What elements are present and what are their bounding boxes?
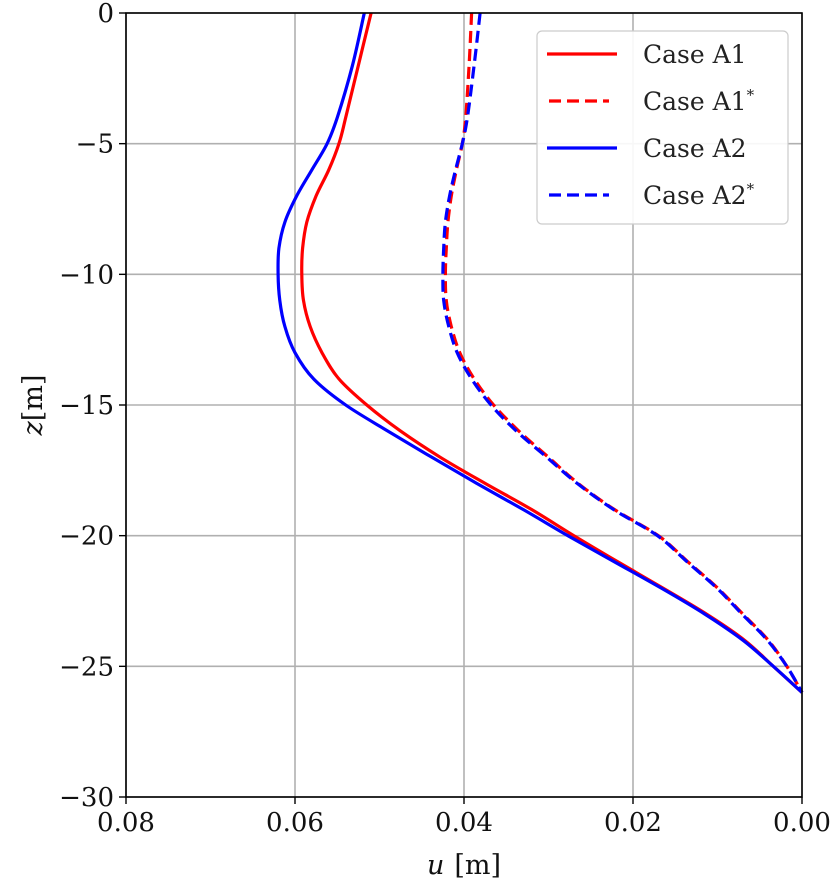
x-axis-label: u [m] [427, 850, 501, 881]
y-tick-label: −10 [59, 260, 114, 290]
x-tick-label: 0.08 [97, 808, 155, 838]
legend-label: Case A2 [643, 134, 747, 163]
y-tick-label: −15 [59, 391, 114, 421]
x-tick-label: 0.02 [604, 808, 662, 838]
x-axis-ticks: 0.08 0.06 0.04 0.02 0.00 [97, 797, 831, 838]
legend-label: Case A2* [643, 180, 755, 210]
x-tick-label: 0.00 [773, 808, 831, 838]
y-tick-label: −20 [59, 522, 114, 552]
legend-box [536, 30, 789, 225]
legend: Case A1 Case A1* Case A2 Case A2* [536, 30, 789, 225]
y-tick-label: −5 [76, 130, 114, 160]
legend-label: Case A1* [643, 86, 755, 116]
y-tick-label: −25 [59, 652, 114, 682]
x-tick-label: 0.06 [266, 808, 324, 838]
y-tick-label: 0 [97, 0, 114, 29]
series-lines [276, 12, 804, 694]
legend-label: Case A1 [643, 40, 747, 69]
y-axis-label: z[m] [18, 375, 49, 437]
series-line-case-a2 [276, 12, 804, 694]
x-tick-label: 0.04 [435, 808, 493, 838]
y-tick-label: −30 [59, 783, 114, 813]
y-axis-ticks: 0 −5 −10 −15 −20 −25 −30 [59, 0, 126, 813]
